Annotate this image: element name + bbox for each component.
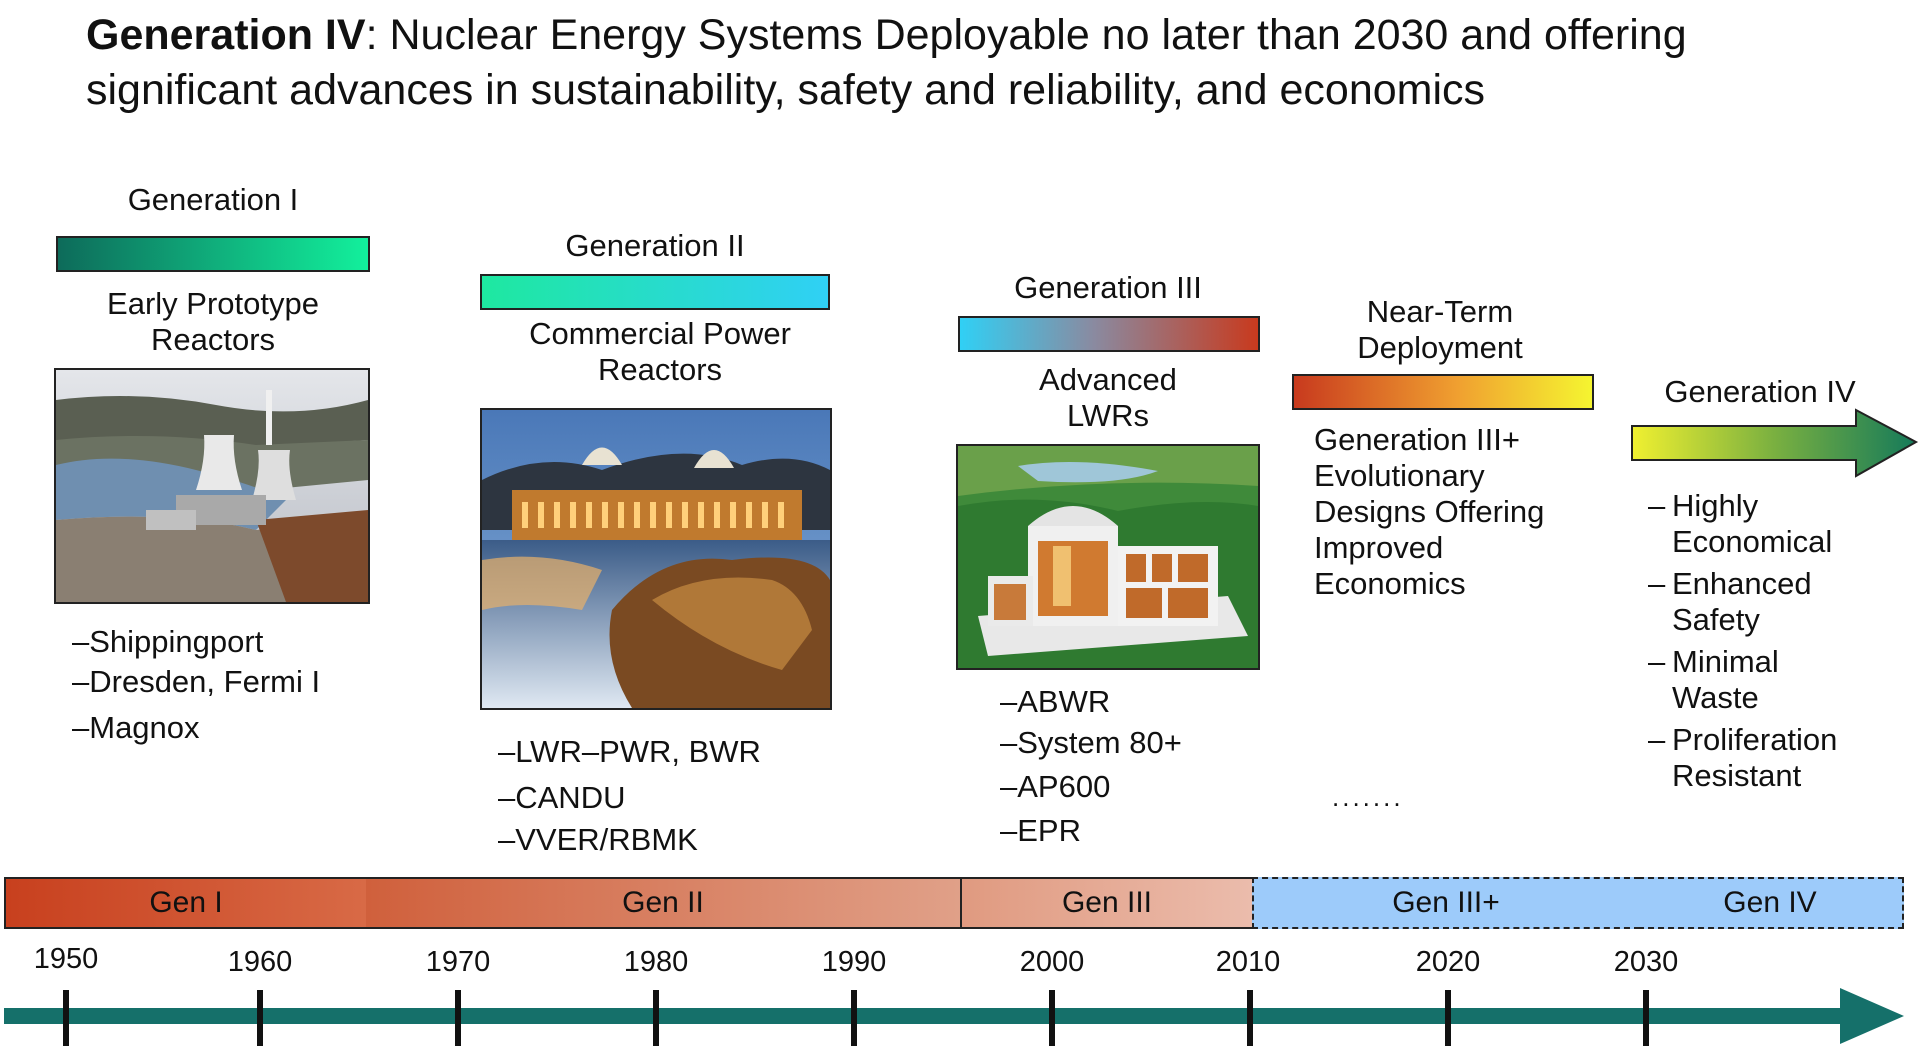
gen3plus-label-line: Deployment — [1357, 330, 1523, 365]
gen2-desc-line: Commercial Power — [529, 316, 791, 351]
gen3plus-desc-line: Evolutionary — [1314, 458, 1485, 493]
year-label: 2030 — [1613, 946, 1679, 978]
title-bold: Generation IV — [86, 11, 366, 59]
list-item: – Enhanced Safety — [1648, 566, 1837, 638]
bullet-dash: – — [1648, 488, 1666, 523]
title-rest: : Nuclear Energy Systems Deployable no l… — [86, 11, 1687, 114]
gen2-photo — [480, 408, 832, 710]
gen3plus-ellipsis: ....... — [1332, 782, 1404, 812]
list-item: –Shippingport — [72, 624, 264, 659]
gen1-examples: –Shippingport –Dresden, Fermi I –Magnox — [72, 620, 320, 750]
era-gen2: Gen II — [366, 877, 962, 929]
gen3plus-label-line: Near-Term — [1366, 294, 1514, 329]
gen1-desc-line: Reactors — [150, 322, 276, 357]
era-label: Gen III+ — [1392, 886, 1500, 919]
list-item: –ABWR — [1000, 684, 1111, 719]
power-plant-aerial-image — [56, 370, 368, 602]
gen3-desc-line: LWRs — [1066, 398, 1150, 433]
reactor-cutaway-image — [958, 446, 1258, 668]
list-item: – Minimal Waste — [1648, 644, 1837, 716]
year-tick — [1247, 990, 1253, 1046]
bullet-line: Highly — [1672, 488, 1759, 523]
gen1-desc: Early Prototype Reactors — [56, 286, 370, 358]
gen3-bar — [958, 316, 1260, 352]
gen3-label: Generation III — [1014, 270, 1202, 305]
era-gen3: Gen III — [960, 877, 1254, 929]
list-item: –System 80+ — [1000, 725, 1182, 760]
year-tick — [851, 990, 857, 1046]
gen3-desc-line: Advanced — [1039, 362, 1177, 397]
year-label: 1980 — [623, 946, 689, 978]
gen2-desc-line: Reactors — [597, 352, 723, 387]
list-item: – Highly Economical — [1648, 488, 1837, 560]
era-label: Gen IV — [1723, 886, 1817, 919]
bullet-line: Safety — [1672, 602, 1760, 637]
year-tick — [1049, 990, 1055, 1046]
gen1-label: Generation I — [127, 182, 299, 217]
gen3-desc: Advanced LWRs — [958, 362, 1258, 434]
list-item: –LWR–PWR, BWR — [498, 734, 761, 769]
gen3plus-desc-line: Improved — [1314, 530, 1444, 565]
gen2-bar — [480, 274, 830, 310]
bullet-line: Proliferation — [1672, 722, 1838, 757]
timeline-arrow — [4, 988, 1904, 1044]
list-item: –EPR — [1000, 813, 1081, 848]
era-label: Gen III — [1061, 886, 1153, 919]
gen3-examples: –ABWR –System 80+ –AP600 –EPR — [1000, 680, 1182, 853]
gen2-desc: Commercial Power Reactors — [480, 316, 840, 388]
list-item: –Magnox — [72, 710, 200, 745]
year-tick — [1445, 990, 1451, 1046]
year-label: 2000 — [1019, 946, 1085, 978]
bullet-line: Waste — [1672, 680, 1759, 715]
era-gen4: Gen IV — [1638, 877, 1904, 929]
list-item: –Dresden, Fermi I — [72, 664, 321, 699]
year-label: 1970 — [425, 946, 491, 978]
bullet-line: Economical — [1672, 524, 1833, 559]
list-item: –AP600 — [1000, 769, 1111, 804]
reactor-shoreline-image — [482, 410, 830, 708]
gen3plus-desc: Generation III+ Evolutionary Designs Off… — [1314, 422, 1614, 602]
bullet-line: Minimal — [1672, 644, 1779, 679]
gen3plus-bar — [1292, 374, 1594, 410]
page-title: Generation IV: Nuclear Energy Systems De… — [86, 8, 1886, 118]
year-tick — [1643, 990, 1649, 1046]
gen3-photo — [956, 444, 1260, 670]
era-gen1: Gen I — [4, 877, 368, 929]
era-label: Gen I — [149, 886, 223, 919]
gen4-arrow — [1631, 408, 1919, 478]
gen3plus-desc-line: Economics — [1314, 566, 1466, 601]
gen2-examples: –LWR–PWR, BWR –CANDU –VVER/RBMK — [498, 730, 761, 862]
year-label: 2020 — [1415, 946, 1481, 978]
gen2-label: Generation II — [565, 228, 745, 263]
year-tick — [257, 990, 263, 1046]
year-label: 2010 — [1215, 946, 1281, 978]
list-item: –VVER/RBMK — [498, 822, 698, 857]
gen1-photo — [54, 368, 370, 604]
bullet-dash: – — [1648, 644, 1666, 679]
year-tick — [63, 990, 69, 1046]
gen4-bullets: – Highly Economical – Enhanced Safety – Mi… — [1648, 488, 1837, 800]
gen3plus-desc-line: Generation III+ — [1314, 422, 1520, 457]
era-gen3plus: Gen III+ — [1252, 877, 1640, 929]
bullet-dash: – — [1648, 722, 1666, 757]
year-label: 1960 — [227, 946, 293, 978]
gen1-desc-line: Early Prototype — [107, 286, 319, 321]
era-label: Gen II — [622, 886, 704, 919]
list-item: –CANDU — [498, 780, 626, 815]
bullet-line: Enhanced — [1672, 566, 1812, 601]
bullet-dash: – — [1648, 566, 1666, 601]
year-tick — [455, 990, 461, 1046]
year-tick — [653, 990, 659, 1046]
gen4-label: Generation IV — [1664, 374, 1856, 409]
bullet-line: Resistant — [1672, 758, 1802, 793]
year-label: 1990 — [821, 946, 887, 978]
gen3plus-label: Near-Term Deployment — [1290, 294, 1590, 366]
list-item: – Proliferation Resistant — [1648, 722, 1837, 794]
gen1-bar — [56, 236, 370, 272]
gen3plus-desc-line: Designs Offering — [1314, 494, 1545, 529]
year-label: 1950 — [33, 943, 99, 975]
